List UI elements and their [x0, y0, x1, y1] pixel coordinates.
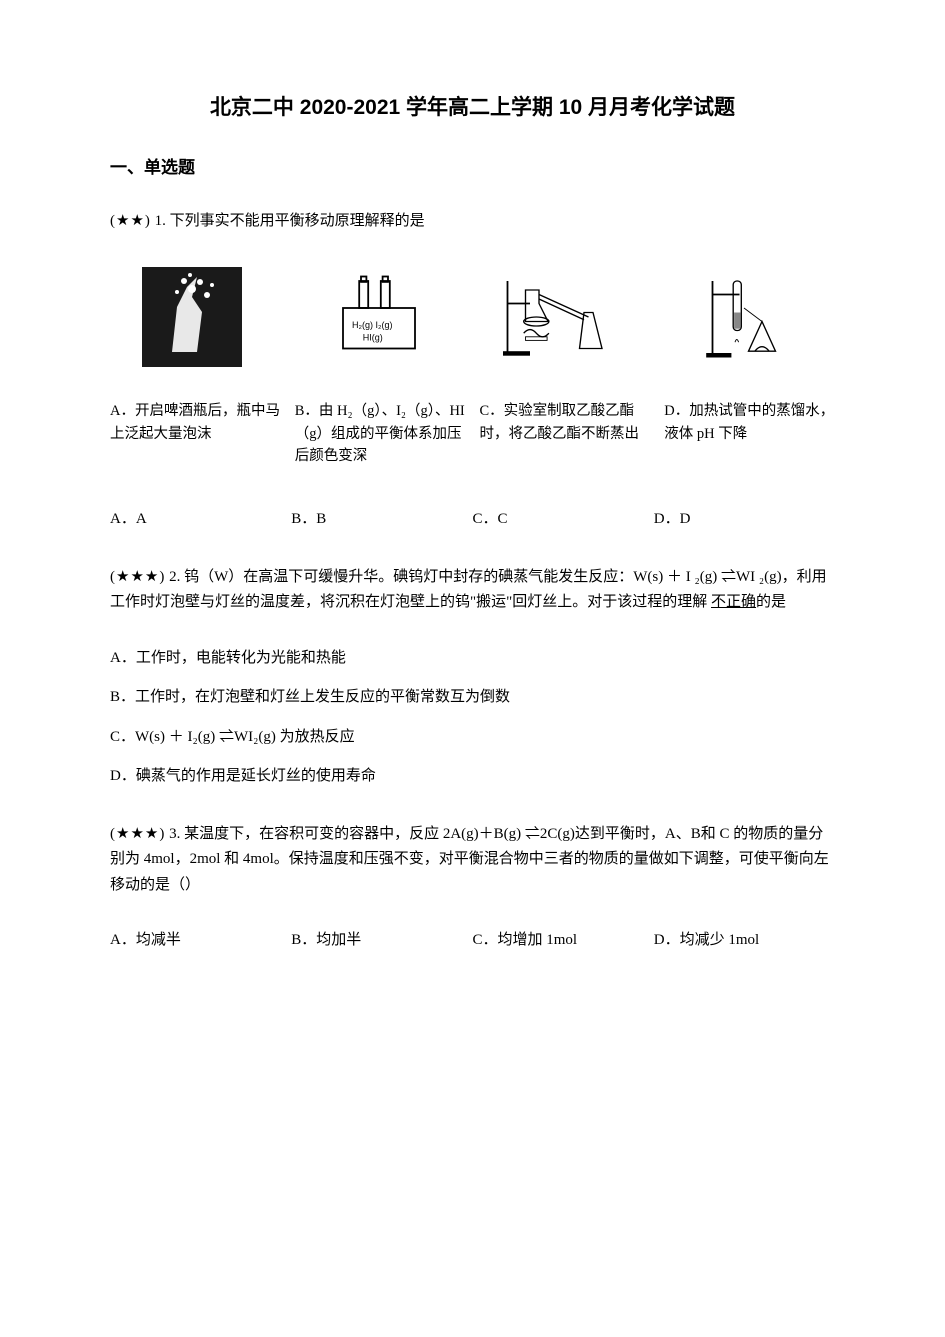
desc-c: C．实验室制取乙酸乙酯时，将乙酸乙酯不断蒸出 — [480, 400, 651, 445]
options-row: A．A B．B C．C D．D — [110, 507, 835, 533]
distillation-apparatus-icon — [491, 272, 641, 362]
option-a: A．均减半 — [110, 928, 291, 954]
option-c: C．W(s) ＋ I₂(g) ⇌WI₂(g) 为放热反应 — [110, 725, 835, 751]
option-d: D．碘蒸气的作用是延长灯丝的使用寿命 — [110, 764, 835, 790]
question-number: 3. — [169, 826, 180, 842]
stem-line2-post: 的是 — [756, 594, 786, 610]
question-2: (★★★) 2. 钨（W）在高温下可缓慢升华。碘钨灯中封存的碘蒸气能发生反应：W… — [110, 565, 835, 790]
option-d: D．D — [654, 507, 835, 533]
difficulty-stars: (★★★) — [110, 826, 165, 842]
difficulty-stars: (★★★) — [110, 569, 165, 585]
desc-a: A．开启啤酒瓶后，瓶中马上泛起大量泡沫 — [110, 400, 281, 445]
question-stem: (★★) 1. 下列事实不能用平衡移动原理解释的是 — [110, 209, 835, 235]
option-b: B．B — [291, 507, 472, 533]
section-heading: 一、单选题 — [110, 154, 835, 183]
svg-text:HI(g): HI(g) — [363, 332, 383, 342]
figure-c — [485, 262, 648, 372]
figure-row: H₂(g) I₂(g) HI(g) — [110, 262, 835, 372]
option-c: C．C — [473, 507, 654, 533]
option-d: D．均减少 1mol — [654, 928, 835, 954]
stem-text: 某温度下，在容积可变的容器中，反应 2A(g)＋B(g) ⇌2C(g)达到平衡时… — [110, 826, 829, 893]
question-number: 2. — [169, 569, 180, 585]
heating-tube-icon — [693, 272, 813, 362]
figure-b: H₂(g) I₂(g) HI(g) — [297, 262, 460, 372]
option-b: B．工作时，在灯泡壁和灯丝上发生反应的平衡常数互为倒数 — [110, 685, 835, 711]
options-row: A．均减半 B．均加半 C．均增加 1mol D．均减少 1mol — [110, 928, 835, 954]
option-c: C．均增加 1mol — [473, 928, 654, 954]
option-a: A．工作时，电能转化为光能和热能 — [110, 646, 835, 672]
figure-descriptions: A．开启啤酒瓶后，瓶中马上泛起大量泡沫 B．由 H₂（g）、I₂（g）、HI（g… — [110, 400, 835, 467]
question-stem: (★★★) 3. 某温度下，在容积可变的容器中，反应 2A(g)＋B(g) ⇌2… — [110, 822, 835, 899]
question-stem: (★★★) 2. 钨（W）在高温下可缓慢升华。碘钨灯中封存的碘蒸气能发生反应：W… — [110, 565, 835, 616]
figure-a — [110, 262, 273, 372]
figure-d — [672, 262, 835, 372]
question-number: 1. — [155, 213, 166, 229]
stem-underlined: 不正确 — [711, 594, 756, 610]
stem-line1: 钨（W）在高温下可缓慢升华。碘钨灯中封存的碘蒸气能发生反应：W(s) ＋ I ₂… — [184, 569, 717, 585]
option-b: B．均加半 — [291, 928, 472, 954]
question-3: (★★★) 3. 某温度下，在容积可变的容器中，反应 2A(g)＋B(g) ⇌2… — [110, 822, 835, 954]
beer-bottle-icon — [142, 267, 242, 367]
difficulty-stars: (★★) — [110, 213, 151, 229]
question-1: (★★) 1. 下列事实不能用平衡移动原理解释的是 — [110, 209, 835, 533]
svg-text:H₂(g) I₂(g): H₂(g) I₂(g) — [352, 320, 393, 330]
desc-b: B．由 H₂（g）、I₂（g）、HI（g）组成的平衡体系加压后颜色变深 — [295, 400, 466, 467]
stem-text: 下列事实不能用平衡移动原理解释的是 — [170, 213, 425, 229]
desc-d: D．加热试管中的蒸馏水，液体 pH 下降 — [664, 400, 835, 445]
syringe-apparatus-icon: H₂(g) I₂(g) HI(g) — [319, 272, 439, 362]
page-title: 北京二中 2020-2021 学年高二上学期 10 月月考化学试题 — [110, 90, 835, 126]
option-a: A．A — [110, 507, 291, 533]
